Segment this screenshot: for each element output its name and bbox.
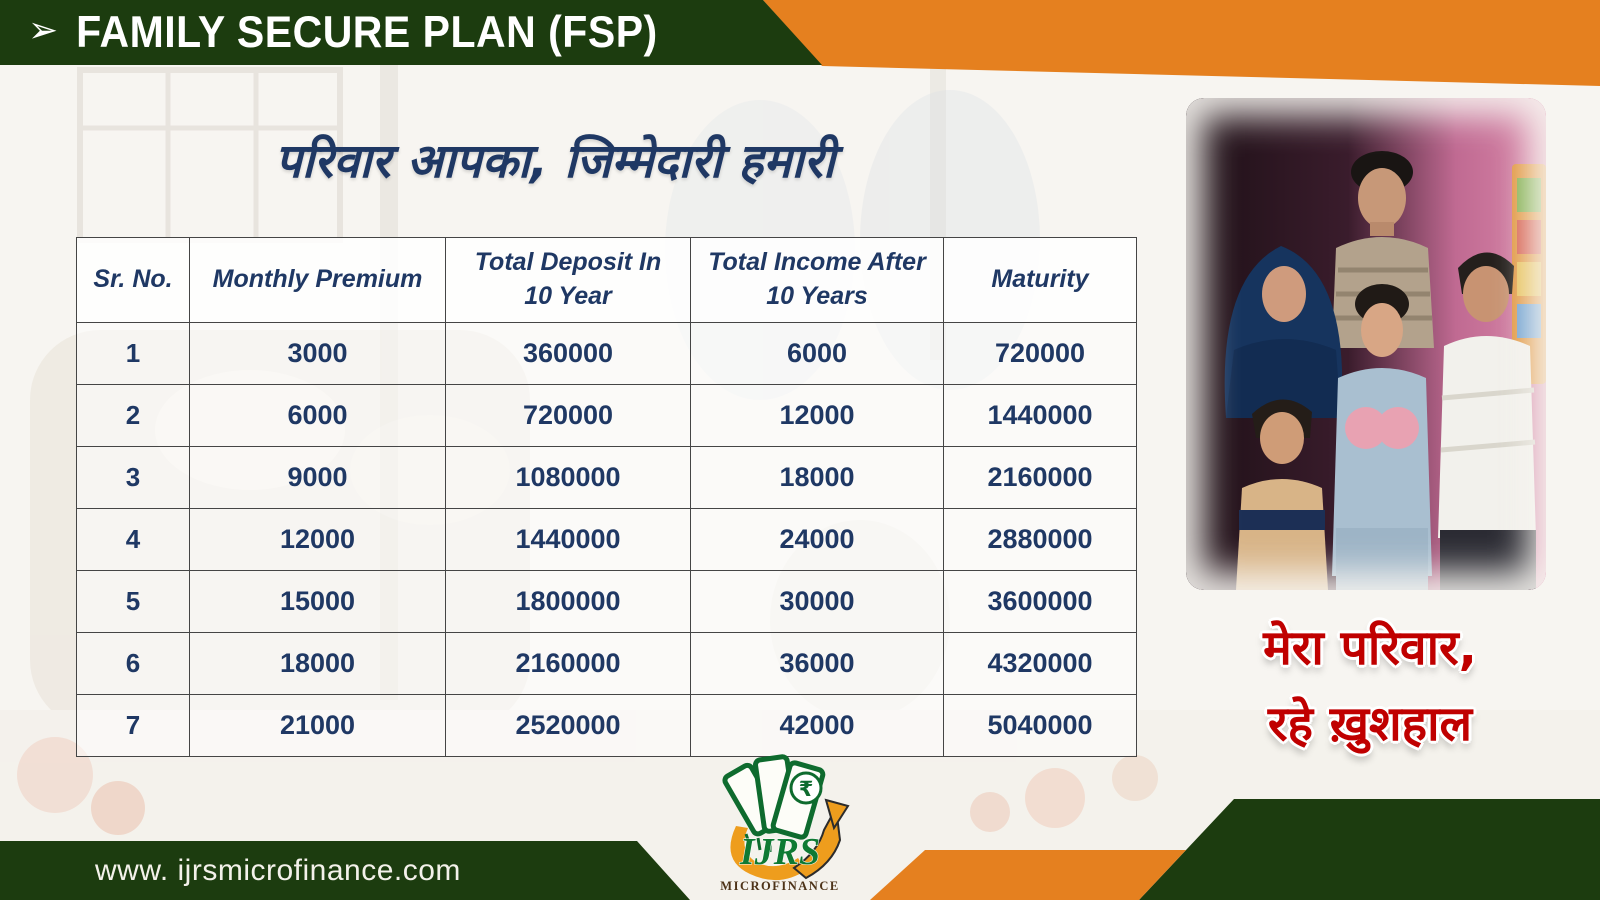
table-cell: 5040000	[943, 694, 1137, 757]
table-cell: 2520000	[445, 694, 691, 757]
figure-mother	[1224, 246, 1343, 418]
caption-line-2: रहे ख़ुशहाल	[1267, 696, 1473, 752]
table-row: 3 9000 1080000 18000 2160000	[76, 446, 1137, 509]
figure-girl	[1332, 284, 1432, 590]
table-cell: 18000	[690, 446, 944, 509]
photo-caption: मेरा परिवार, रहे ख़ुशहाल	[1160, 610, 1580, 762]
table-cell: 1080000	[445, 446, 691, 509]
table-cell: 6000	[690, 322, 944, 385]
table-cell: 30000	[690, 570, 944, 633]
column-header: Sr. No.	[76, 237, 190, 323]
table-header-row: Sr. No. Monthly Premium Total Deposit In 1…	[76, 237, 1137, 323]
column-header: Total Income After 10 Years	[690, 237, 944, 323]
rupee-badge	[789, 771, 823, 805]
note-lines	[744, 833, 784, 853]
table-cell: 42000	[690, 694, 944, 757]
table-cell: 360000	[445, 322, 691, 385]
website-url[interactable]: www. ijrsmicrofinance.com	[95, 853, 461, 887]
family-photo	[1186, 98, 1546, 590]
table-cell: 1800000	[445, 570, 691, 633]
table-cell: 1440000	[943, 384, 1137, 447]
caption-line-1: मेरा परिवार,	[1263, 620, 1477, 676]
logo-wordmark: IJRS	[739, 831, 820, 873]
table-cell: 720000	[445, 384, 691, 447]
table-row: 7 21000 2520000 42000 5040000	[76, 694, 1137, 757]
rupee-symbol: ₹	[799, 777, 814, 801]
table-cell: 2160000	[943, 446, 1137, 509]
swoosh-arrow-icon	[730, 798, 850, 881]
table-row: 4 12000 1440000 24000 2880000	[76, 508, 1137, 571]
table-cell: 3	[76, 446, 190, 509]
table-cell: 7	[76, 694, 190, 757]
tagline-hindi: परिवार आपका, जिम्मेदारी हमारी	[275, 134, 835, 189]
table-cell: 1440000	[445, 508, 691, 571]
table-cell: 12000	[690, 384, 944, 447]
table-row: 5 15000 1800000 30000 3600000	[76, 570, 1137, 633]
table-cell: 2160000	[445, 632, 691, 695]
table-cell: 1	[76, 322, 190, 385]
table-cell: 5	[76, 570, 190, 633]
table-cell: 18000	[189, 632, 446, 695]
logo-subtitle: MICROFINANCE	[720, 879, 839, 893]
table-cell: 3000	[189, 322, 446, 385]
page-title: FAMILY SECURE PLAN (FSP)	[76, 6, 658, 57]
table-cell: 3600000	[943, 570, 1137, 633]
table-cell: 2880000	[943, 508, 1137, 571]
table-cell: 24000	[690, 508, 944, 571]
figure-small-boy	[1236, 399, 1328, 590]
table-cell: 720000	[943, 322, 1137, 385]
table-cell: 21000	[189, 694, 446, 757]
table-cell: 36000	[690, 632, 944, 695]
table-cell: 6000	[189, 384, 446, 447]
table-cell: 2	[76, 384, 190, 447]
column-header: Monthly Premium	[189, 237, 446, 323]
table-cell: 4320000	[943, 632, 1137, 695]
table-cell: 15000	[189, 570, 446, 633]
table-cell: 4	[76, 508, 190, 571]
plan-table: Sr. No. Monthly Premium Total Deposit In 1…	[76, 237, 1137, 757]
table-row: 2 6000 720000 12000 1440000	[76, 384, 1137, 447]
column-header: Total Deposit In 10 Year	[445, 237, 691, 323]
table-cell: 6	[76, 632, 190, 695]
table-cell: 9000	[189, 446, 446, 509]
column-header: Maturity	[943, 237, 1137, 323]
header: ➢ FAMILY SECURE PLAN (FSP)	[0, 0, 760, 64]
arrowhead-icon: ➢	[28, 9, 59, 50]
ijrs-logo: ₹ IJRS MICROFINANCE	[702, 748, 862, 900]
figure-teen-boy	[1438, 252, 1536, 590]
table-row: 6 18000 2160000 36000 4320000	[76, 632, 1137, 695]
table-cell: 12000	[189, 508, 446, 571]
table-row: 1 3000 360000 6000 720000	[76, 322, 1137, 385]
